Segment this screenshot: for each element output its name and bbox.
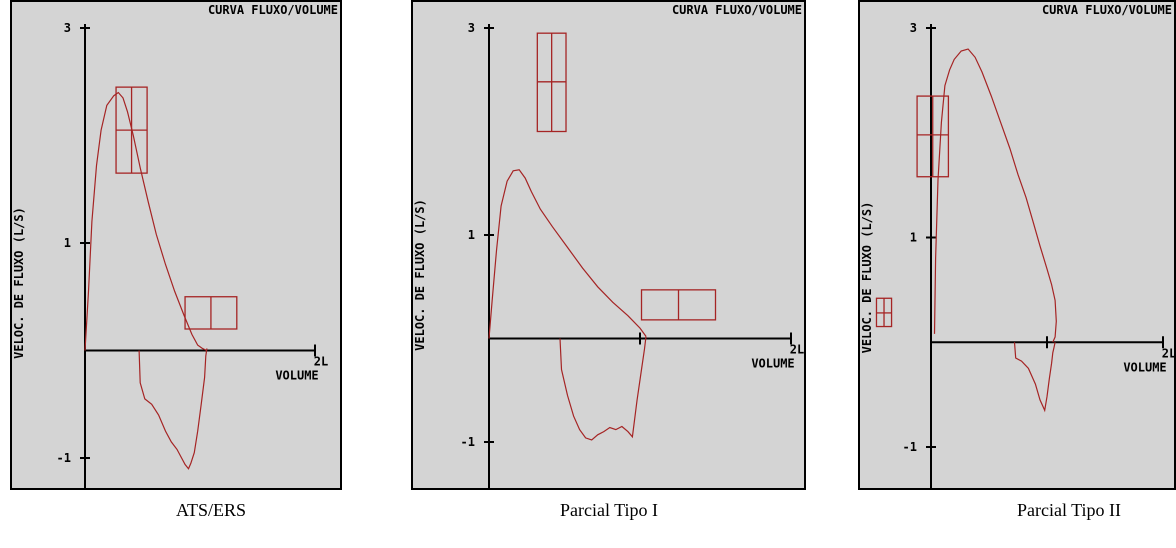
x-tick-label: 2L <box>314 355 328 369</box>
y-axis-label: VELOC. DE FLUXO (L/S) <box>12 207 26 359</box>
flow-volume-chart-parcial-tipo-ii: CURVA FLUXO/VOLUME VELOC. DE FLUXO (L/S) 3… <box>858 0 1176 490</box>
x-axis-label: VOLUME <box>275 369 318 383</box>
screen-title: CURVA FLUXO/VOLUME <box>1042 3 1172 17</box>
x-tick-label: 2L <box>1162 346 1176 360</box>
chart-panel-parcial-tipo-i: CURVA FLUXO/VOLUME VELOC. DE FLUXO (L/S) 3… <box>411 0 806 490</box>
y-tick-label: 3 <box>910 21 917 35</box>
y-tick-label: 1 <box>910 231 917 245</box>
expiratory-curve <box>488 169 647 339</box>
y-tick-label: 3 <box>64 21 71 35</box>
y-tick-label: -1 <box>461 435 475 449</box>
x-axis-label: VOLUME <box>1123 360 1166 374</box>
screen-background <box>10 0 342 490</box>
y-axis-label: VELOC. DE FLUXO (L/S) <box>413 199 427 351</box>
y-tick-label: -1 <box>903 440 917 454</box>
caption-parcial-tipo-ii: Parcial Tipo II <box>1016 500 1121 520</box>
screen-title: CURVA FLUXO/VOLUME <box>672 3 802 17</box>
expiratory-curve <box>84 91 208 352</box>
screen-background <box>858 0 1176 490</box>
x-tick-label: 2L <box>790 343 804 357</box>
y-tick-label: 1 <box>64 236 71 250</box>
chart-panel-parcial-tipo-ii: CURVA FLUXO/VOLUME VELOC. DE FLUXO (L/S) 3… <box>858 0 1176 490</box>
flow-volume-chart-parcial-tipo-i: CURVA FLUXO/VOLUME VELOC. DE FLUXO (L/S) 3… <box>411 0 806 490</box>
inspiratory-curve <box>1013 342 1056 413</box>
x-axis-label: VOLUME <box>751 357 794 371</box>
caption-ats-ers: ATS/ERS <box>175 500 247 520</box>
y-tick-label: 3 <box>468 21 475 35</box>
inspiratory-curve <box>559 336 647 441</box>
chart-panel-ats-ers: CURVA FLUXO/VOLUME VELOC. DE FLUXO (L/S) 3… <box>10 0 342 490</box>
inspiratory-curve <box>138 348 208 470</box>
y-tick-label: 1 <box>468 228 475 242</box>
y-tick-label: -1 <box>57 451 71 465</box>
expiratory-curve <box>933 48 1057 343</box>
flow-volume-chart-ats-ers: CURVA FLUXO/VOLUME VELOC. DE FLUXO (L/S) 3… <box>10 0 342 490</box>
screen-background <box>411 0 806 490</box>
screen-title: CURVA FLUXO/VOLUME <box>208 3 338 17</box>
caption-parcial-tipo-i: Parcial Tipo I <box>559 500 658 520</box>
y-axis-label: VELOC. DE FLUXO (L/S) <box>860 202 874 354</box>
